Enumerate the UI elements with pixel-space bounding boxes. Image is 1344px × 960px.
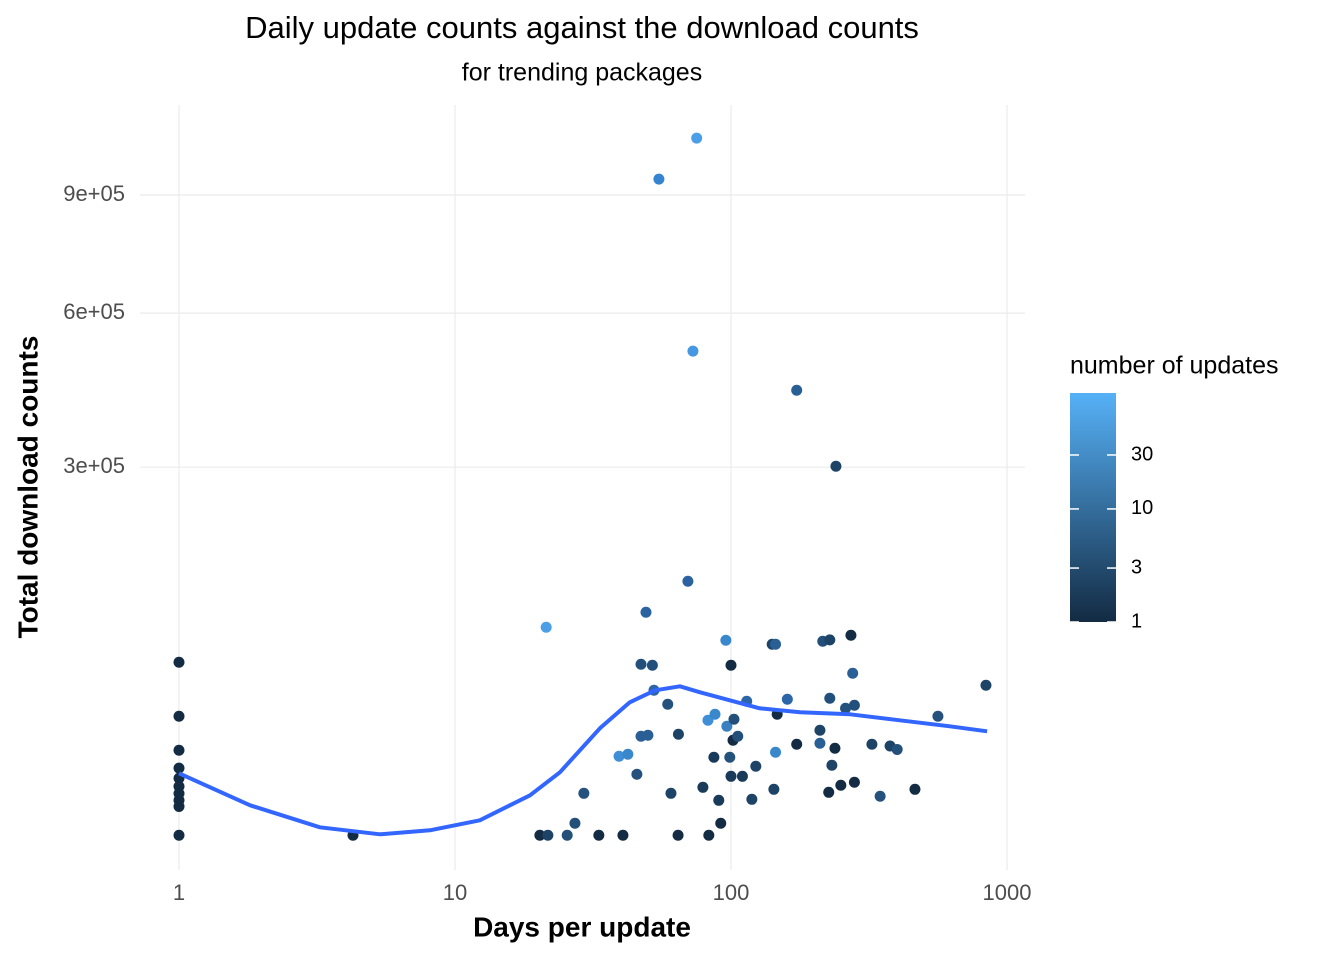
point (703, 829, 715, 841)
point (173, 762, 185, 774)
point (791, 738, 803, 750)
point (781, 693, 793, 705)
point (736, 770, 748, 782)
point (874, 790, 886, 802)
point (866, 738, 878, 750)
legend-title: number of updates (1070, 352, 1278, 380)
point (578, 787, 590, 799)
point (708, 751, 720, 763)
point (542, 829, 554, 841)
point (768, 783, 780, 795)
point (631, 768, 643, 780)
x-tick-label: 1 (173, 880, 185, 905)
point (173, 744, 185, 756)
point (848, 699, 860, 711)
point (173, 800, 185, 812)
point (891, 743, 903, 755)
colorbar (1070, 393, 1116, 622)
point (613, 750, 625, 762)
point (814, 724, 826, 736)
point (593, 829, 605, 841)
point (728, 713, 740, 725)
point (662, 698, 674, 710)
y-axis-title: Total download counts (12, 336, 43, 639)
point (622, 748, 634, 760)
point (750, 760, 762, 772)
point (824, 692, 836, 704)
point (682, 575, 694, 587)
point (173, 710, 185, 722)
point (561, 829, 573, 841)
point (697, 781, 709, 793)
point (720, 634, 732, 646)
point (826, 759, 838, 771)
point (173, 829, 185, 841)
point (642, 729, 654, 741)
point (653, 173, 665, 185)
point (640, 606, 652, 618)
point (791, 384, 803, 396)
x-tick-label: 10 (443, 880, 467, 905)
point (646, 659, 658, 671)
point (173, 656, 185, 668)
point (713, 794, 725, 806)
point (848, 776, 860, 788)
point (840, 702, 852, 714)
point (824, 634, 836, 646)
x-axis-title: Days per update (473, 911, 691, 942)
chart-subtitle: for trending packages (462, 59, 702, 87)
point (687, 345, 699, 357)
point (540, 621, 552, 633)
point (980, 679, 992, 691)
point (770, 638, 782, 650)
point (829, 742, 841, 754)
legend-tick-label: 30 (1131, 443, 1153, 465)
point (724, 751, 736, 763)
point (715, 817, 727, 829)
point (665, 787, 677, 799)
point (830, 460, 842, 472)
y-tick-label: 3e+05 (63, 453, 125, 478)
point (845, 629, 857, 641)
point (823, 786, 835, 798)
point (835, 779, 847, 791)
point (569, 817, 581, 829)
point (770, 746, 782, 758)
point (691, 132, 703, 144)
point (534, 829, 546, 841)
point (847, 667, 859, 679)
point (672, 728, 684, 740)
legend-tick-label: 10 (1131, 497, 1153, 519)
point (932, 710, 944, 722)
point (725, 770, 737, 782)
point (635, 658, 647, 670)
point (617, 829, 629, 841)
legend-tick-label: 3 (1131, 556, 1142, 578)
point (709, 708, 721, 720)
legend-tick-label: 1 (1131, 610, 1142, 632)
point (721, 720, 733, 732)
point (814, 737, 826, 749)
point (672, 829, 684, 841)
y-tick-label: 6e+05 (63, 299, 125, 324)
point (909, 783, 921, 795)
x-tick-label: 1000 (983, 880, 1032, 905)
point (746, 793, 758, 805)
point (725, 659, 737, 671)
x-tick-label: 100 (713, 880, 750, 905)
chart-title: Daily update counts against the download… (245, 10, 919, 45)
point (732, 730, 744, 742)
y-tick-label: 9e+05 (63, 181, 125, 206)
trend-line (178, 684, 988, 837)
